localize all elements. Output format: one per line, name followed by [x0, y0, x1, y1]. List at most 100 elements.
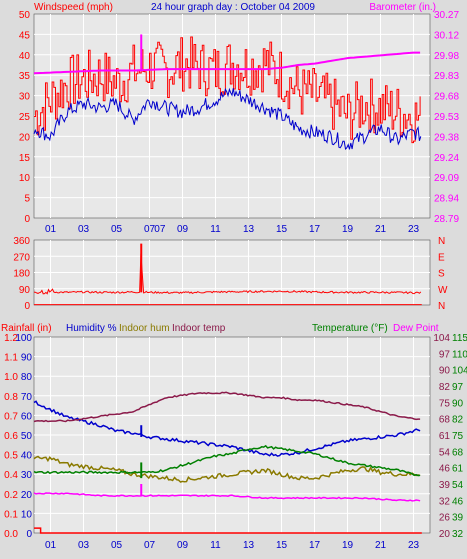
windspeed-tick-label: 40: [19, 51, 31, 62]
wind-direction-line: [33, 253, 422, 295]
compass-tick-label: N: [438, 301, 445, 312]
compass-tick-label: W: [438, 285, 448, 296]
temperature-tick-label-b: 54: [452, 480, 464, 491]
barometer-tick-label: 28.79: [434, 214, 459, 225]
temperature-tick-label-a: 26: [439, 513, 451, 524]
temperature-tick-label-b: 82: [452, 415, 464, 426]
rainfall-tick-label: 1.0: [4, 372, 18, 383]
barometer-tick-label: 29.53: [434, 112, 459, 123]
rainfall-tick-label: 0.7: [4, 411, 18, 422]
temperature-line: [33, 444, 421, 477]
humidity-tick-label: 0: [26, 529, 32, 540]
x-tick-label-bottom: 19: [342, 540, 354, 551]
humidity-tick-label: 70: [21, 392, 33, 403]
x-tick-label-bottom: 09: [177, 540, 189, 551]
windspeed-tick-label: 5: [24, 194, 30, 205]
barometer-tick-label: 30.12: [434, 30, 459, 41]
humidity-tick-label: 30: [21, 470, 33, 481]
barometer-tick-label: 29.68: [434, 92, 459, 103]
windspeed-axis-label: Windspeed (mph): [34, 2, 113, 13]
x-tick-label-bottom: 17: [309, 540, 321, 551]
temperature-tick-label-a: 39: [439, 480, 451, 491]
barometer-tick-label: 29.24: [434, 153, 459, 164]
x-tick-label-bottom: 13: [243, 540, 255, 551]
temperature-tick-label-a: 54: [439, 447, 451, 458]
direction-tick-label: 270: [13, 252, 30, 263]
humidity-tick-label: 50: [21, 431, 33, 442]
temperature-tick-label-b: 68: [452, 447, 464, 458]
temperature-tick-label-a: 104: [433, 333, 450, 344]
humidity-line: [33, 400, 421, 457]
indoor-temp-line: [33, 391, 421, 423]
x-tick-label-top: 13: [243, 224, 255, 235]
rainfall-tick-label: 0.8: [4, 392, 18, 403]
barometer-line: [33, 51, 421, 75]
direction-tick-label: 0: [24, 301, 30, 312]
x-tick-label-extra: 07: [154, 224, 166, 235]
temperature-tick-label-a: 68: [439, 415, 451, 426]
humidity-axis-label: Humidity %: [66, 323, 117, 334]
windspeed-tick-label: 25: [19, 112, 31, 123]
rainfall-tick-label: 0.5: [4, 451, 18, 462]
barometer-tick-label: 29.83: [434, 71, 459, 82]
barometer-tick-label: 29.98: [434, 51, 459, 62]
rainfall-tick-label: 1.2: [4, 333, 18, 344]
x-tick-label-top: 07: [144, 224, 156, 235]
temperature-tick-label-a: 97: [439, 349, 451, 360]
x-tick-label-bottom: 15: [276, 540, 288, 551]
barometer-axis-label: Barometer (in.): [369, 2, 436, 13]
temperature-tick-label-b: 46: [452, 496, 464, 507]
windspeed-line: [34, 36, 421, 144]
temperature-tick-label-a: 32: [439, 496, 451, 507]
rainfall-line: [34, 527, 422, 534]
temperature-tick-label-a: 46: [439, 464, 451, 475]
x-tick-label-top: 11: [210, 224, 221, 235]
barometer-tick-label: 29.09: [434, 173, 459, 184]
temperature-tick-label-a: 82: [439, 382, 451, 393]
rainfall-tick-label: 0.1: [4, 509, 18, 520]
barometer-tick-label: 30.27: [434, 10, 459, 21]
x-tick-label-top: 15: [276, 224, 288, 235]
rainfall-tick-label: 0.6: [4, 431, 18, 442]
windspeed-tick-label: 35: [19, 71, 31, 82]
windspeed-tick-label: 50: [19, 10, 31, 21]
windspeed-tick-label: 20: [19, 132, 31, 143]
temperature-tick-label-b: 90: [452, 398, 464, 409]
humidity-tick-label: 80: [21, 372, 33, 383]
temperature-tick-label-b: 75: [452, 431, 464, 442]
compass-tick-label: N: [438, 236, 445, 247]
x-tick-label-top: 23: [408, 224, 420, 235]
series-lines: [33, 34, 422, 534]
direction-tick-label: 90: [19, 285, 31, 296]
average-wind-line: [33, 87, 422, 150]
windspeed-tick-label: 15: [19, 153, 31, 164]
temperature-tick-label-a: 75: [439, 398, 451, 409]
barometer-tick-label: 28.94: [434, 194, 459, 205]
x-tick-label-top: 21: [375, 224, 387, 235]
temperature-tick-label-a: 90: [439, 366, 451, 377]
humidity-tick-label: 10: [21, 509, 33, 520]
temperature-tick-label-b: 61: [452, 464, 464, 475]
rainfall-tick-label: 0.4: [4, 470, 18, 481]
windspeed-tick-label: 30: [19, 92, 31, 103]
x-tick-label-top: 03: [78, 224, 90, 235]
temperature-tick-label-b: 110: [452, 349, 467, 360]
dewpoint-line: [33, 492, 421, 502]
humidity-tick-label: 60: [21, 411, 33, 422]
rainfall-tick-label: 1.1: [4, 353, 18, 364]
temperature-tick-label-b: 97: [452, 382, 464, 393]
graph-title: 24 hour graph day : October 04 2009: [151, 2, 315, 13]
temperature-tick-label-b: 115: [452, 333, 467, 344]
temperature-tick-label-b: 39: [452, 513, 464, 524]
x-tick-label-bottom: 21: [375, 540, 387, 551]
temperature-tick-label-b: 104: [452, 366, 467, 377]
x-tick-label-top: 19: [342, 224, 354, 235]
dewpoint-axis-label: Dew Point: [393, 323, 439, 334]
indoor-humidity-line: [33, 455, 421, 483]
temperature-axis-label: Temperature (°F): [312, 323, 388, 334]
x-tick-label-top: 09: [177, 224, 189, 235]
x-tick-label-bottom: 11: [210, 540, 221, 551]
indoor-humidity-label: Indoor hum: [119, 323, 170, 334]
windspeed-tick-label: 0: [24, 214, 30, 225]
